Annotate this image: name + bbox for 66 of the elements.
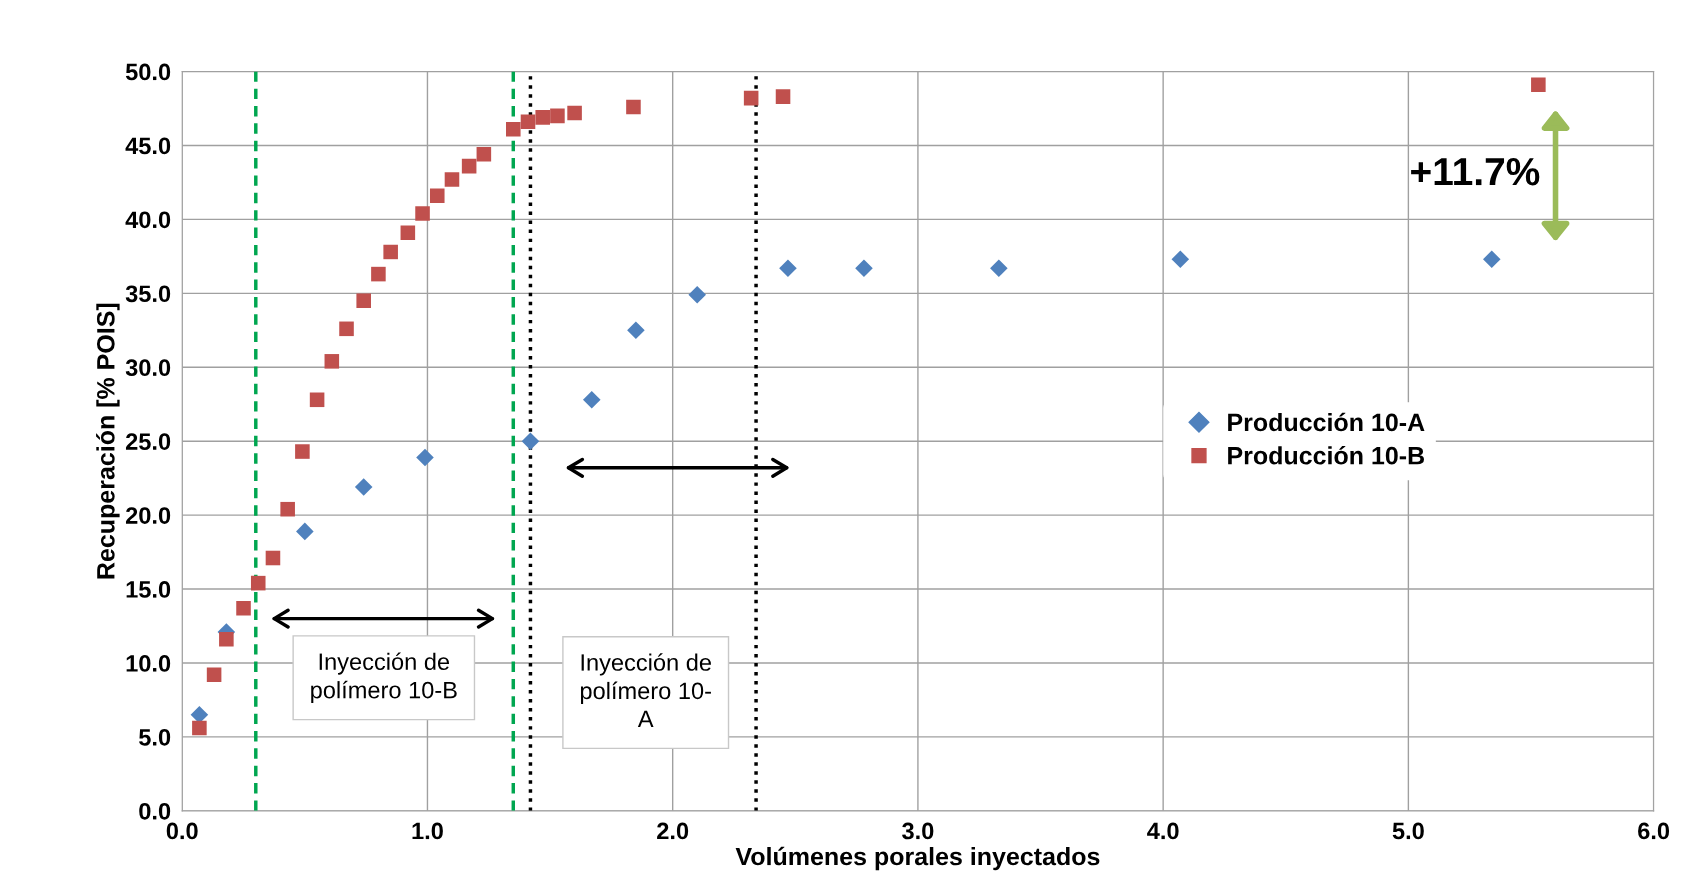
point bbox=[295, 444, 310, 459]
point bbox=[626, 99, 641, 115]
y-tick-label: 5.0 bbox=[139, 728, 171, 746]
point bbox=[1171, 250, 1190, 269]
point bbox=[371, 266, 386, 282]
point bbox=[206, 667, 222, 683]
point bbox=[192, 720, 207, 736]
point bbox=[779, 259, 797, 277]
point bbox=[429, 188, 445, 204]
point bbox=[309, 392, 325, 408]
y-tick-label: 30.0 bbox=[125, 359, 171, 377]
y-tick-label: 10.0 bbox=[126, 655, 171, 672]
point bbox=[1531, 77, 1546, 93]
legend-label: Producción 10-A bbox=[1228, 412, 1425, 432]
point bbox=[567, 105, 582, 121]
point bbox=[535, 110, 550, 125]
point bbox=[416, 448, 434, 467]
y-tick-label: 40.0 bbox=[125, 211, 171, 229]
y-tick-label: 15.0 bbox=[126, 581, 171, 598]
point bbox=[743, 90, 759, 106]
x-axis-title: Volúmenes porales inyectados bbox=[735, 846, 1100, 871]
y-tick-label: 0.0 bbox=[139, 802, 171, 820]
point bbox=[1482, 250, 1501, 269]
point bbox=[280, 501, 295, 517]
point bbox=[383, 244, 398, 260]
point bbox=[324, 354, 340, 369]
x-tick-label: 1.0 bbox=[412, 822, 443, 840]
point bbox=[356, 293, 371, 308]
point bbox=[415, 206, 430, 221]
point bbox=[339, 321, 354, 337]
point bbox=[354, 478, 373, 496]
x-tick-label: 6.0 bbox=[1638, 822, 1670, 840]
y-axis-title: Recuperación [% POIS] bbox=[96, 303, 120, 579]
point bbox=[521, 432, 540, 450]
y-tick-label: 25.0 bbox=[125, 433, 171, 450]
point bbox=[296, 522, 314, 541]
point bbox=[444, 172, 460, 187]
y-tick-label: 45.0 bbox=[125, 137, 171, 155]
x-tick-label: 3.0 bbox=[902, 822, 934, 840]
point bbox=[550, 108, 565, 124]
y-tick-label: 35.0 bbox=[125, 285, 171, 303]
y-tick-label: 50.0 bbox=[125, 63, 171, 81]
point bbox=[461, 158, 477, 174]
point bbox=[520, 114, 536, 130]
y-tick-label: 20.0 bbox=[125, 507, 171, 524]
point bbox=[506, 121, 521, 137]
point bbox=[855, 259, 873, 277]
annotation: +11.7% bbox=[1411, 158, 1540, 186]
point bbox=[582, 391, 601, 409]
point bbox=[627, 321, 645, 340]
legend-label: Producción 10-B bbox=[1228, 445, 1424, 465]
point bbox=[236, 601, 251, 616]
x-tick-label: 5.0 bbox=[1392, 822, 1424, 840]
point bbox=[219, 632, 234, 647]
point bbox=[688, 286, 706, 304]
point bbox=[476, 147, 492, 162]
point bbox=[265, 550, 281, 566]
x-tick-label: 2.0 bbox=[657, 822, 689, 840]
point bbox=[990, 259, 1008, 277]
point bbox=[250, 575, 266, 591]
annotation: Inyección de polímero 10-B bbox=[311, 652, 457, 704]
point bbox=[400, 225, 416, 240]
point bbox=[775, 89, 791, 104]
annotation: Inyección de polímero 10- A bbox=[580, 653, 711, 727]
x-tick-label: 0.0 bbox=[166, 822, 198, 840]
x-tick-label: 4.0 bbox=[1147, 822, 1179, 840]
